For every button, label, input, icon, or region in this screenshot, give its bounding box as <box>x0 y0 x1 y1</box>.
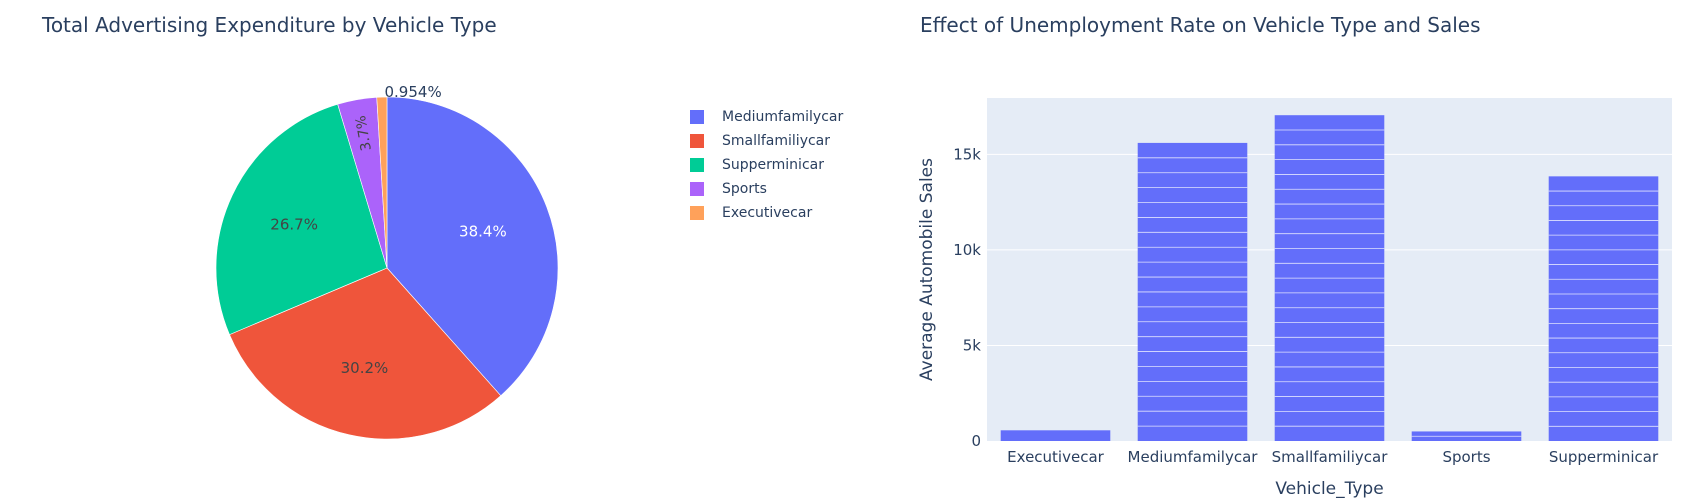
pie-legend: Mediumfamilycar Smallfamiliycar Suppermini… <box>690 105 843 225</box>
legend-swatch <box>690 206 704 220</box>
legend-label: Mediumfamilycar <box>722 109 844 125</box>
y-tick-label: 5k <box>963 336 982 354</box>
y-tick-label: 0 <box>971 432 981 450</box>
legend-item-sports[interactable]: Sports <box>690 177 843 201</box>
y-axis-title: Average Automobile Sales <box>917 158 937 381</box>
pie-label-supperminicar: 26.7% <box>270 215 318 233</box>
pie-slice-mediumfamilycar[interactable] <box>386 96 559 397</box>
bar-chart: 0 5k 10k 15k Executivecar Mediumfamilycar Smal… <box>917 98 1672 499</box>
pie-slice-smallfamiliycar[interactable] <box>229 267 502 440</box>
pie-label-sports: 3.7% <box>353 114 375 152</box>
legend-item-supperminicar[interactable]: Supperminicar <box>690 153 843 177</box>
legend-label: Smallfamiliycar <box>722 133 831 149</box>
bar-rect <box>1000 430 1111 441</box>
pie-label-executivecar: 0.954% <box>385 83 442 101</box>
pie-chart-title: Total Advertising Expenditure by Vehicle… <box>42 13 497 37</box>
legend-swatch <box>690 158 704 172</box>
x-tick-label: Executivecar <box>1007 448 1104 466</box>
pie-slice-supperminicar[interactable] <box>215 103 388 336</box>
legend-label: Sports <box>722 181 767 197</box>
bar-supperminicar[interactable] <box>1548 176 1659 441</box>
x-tick-label: Mediumfamilycar <box>1128 448 1259 466</box>
y-tick-label: 10k <box>953 241 981 259</box>
pie-label-mediumfamilycar: 38.4% <box>459 222 507 240</box>
legend-label: Executivecar <box>722 205 813 221</box>
bar-chart-title: Effect of Unemployment Rate on Vehicle T… <box>920 13 1481 37</box>
legend-swatch <box>690 182 704 196</box>
bar-sports[interactable] <box>1411 431 1522 441</box>
legend-swatch <box>690 110 704 124</box>
x-tick-label: Supperminicar <box>1549 448 1659 466</box>
legend-swatch <box>690 134 704 148</box>
bar-mediumfamilycar[interactable] <box>1137 142 1248 442</box>
x-axis-title: Vehicle_Type <box>1275 479 1383 499</box>
pie-slice-executivecar[interactable] <box>376 96 388 269</box>
legend-label: Supperminicar <box>722 157 824 173</box>
bar-executivecar[interactable] <box>1000 430 1111 441</box>
x-tick-label: Sports <box>1442 448 1490 466</box>
legend-item-mediumfamilycar[interactable]: Mediumfamilycar <box>690 105 843 129</box>
pie-label-smallfamiliycar: 30.2% <box>341 359 389 377</box>
x-tick-label: Smallfamiliycar <box>1272 448 1389 466</box>
legend-item-executivecar[interactable]: Executivecar <box>690 201 843 225</box>
legend-item-smallfamiliycar[interactable]: Smallfamiliycar <box>690 129 843 153</box>
pie-chart: 38.4% 30.2% 26.7% 3.7% 0.954% <box>215 83 559 440</box>
y-tick-label: 15k <box>953 145 981 163</box>
bar-smallfamiliycar[interactable] <box>1274 115 1385 442</box>
